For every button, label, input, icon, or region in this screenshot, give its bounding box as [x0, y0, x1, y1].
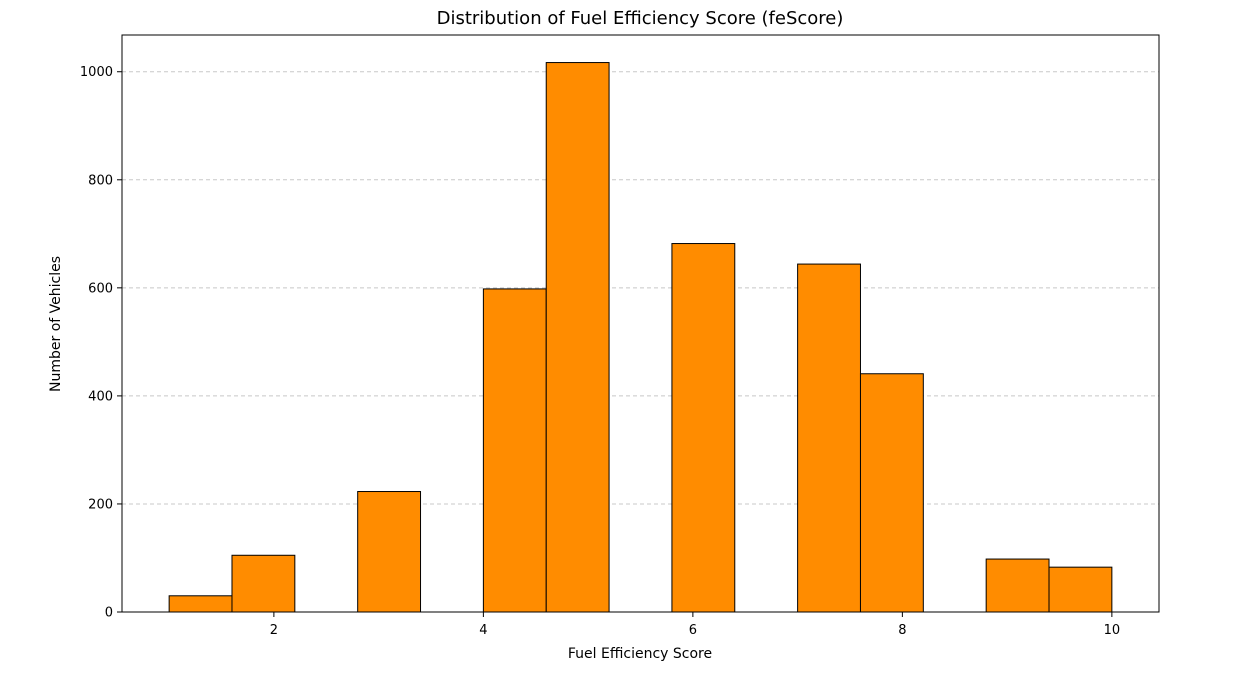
y-tick-label: 800: [88, 173, 113, 188]
y-tick-label: 200: [88, 497, 113, 512]
y-tick-label: 600: [88, 281, 113, 296]
y-axis-ticks: 0 200 400 600 800 1000: [80, 65, 122, 621]
histogram-bar: [671, 243, 736, 613]
x-tick-label: 4: [479, 623, 487, 638]
bars: [168, 62, 1113, 613]
x-axis-label: Fuel Efficiency Score: [568, 646, 712, 662]
histogram-bar: [859, 373, 924, 613]
x-axis-ticks: 2 4 6 8 10: [270, 612, 1120, 638]
histogram-bar: [1048, 566, 1113, 613]
y-axis-label: Number of Vehicles: [48, 256, 64, 392]
y-tick-label: 0: [105, 606, 113, 621]
histogram-bar: [545, 62, 610, 613]
grid-lines: [122, 71, 1159, 505]
histogram-bar: [797, 263, 861, 613]
x-tick-label: 8: [898, 623, 906, 638]
plot-frame: [121, 34, 1160, 613]
x-tick-label: 6: [689, 623, 697, 638]
histogram-bar: [231, 554, 296, 613]
histogram-bar: [482, 288, 547, 613]
x-tick-label: 10: [1104, 623, 1121, 638]
y-tick-label: 400: [88, 389, 113, 404]
chart-title: Distribution of Fuel Efficiency Score (f…: [437, 8, 844, 29]
histogram-bar: [357, 491, 422, 613]
x-tick-label: 2: [270, 623, 278, 638]
histogram-bar: [168, 595, 233, 613]
y-tick-label: 1000: [80, 65, 113, 80]
histogram-bar: [985, 558, 1050, 613]
